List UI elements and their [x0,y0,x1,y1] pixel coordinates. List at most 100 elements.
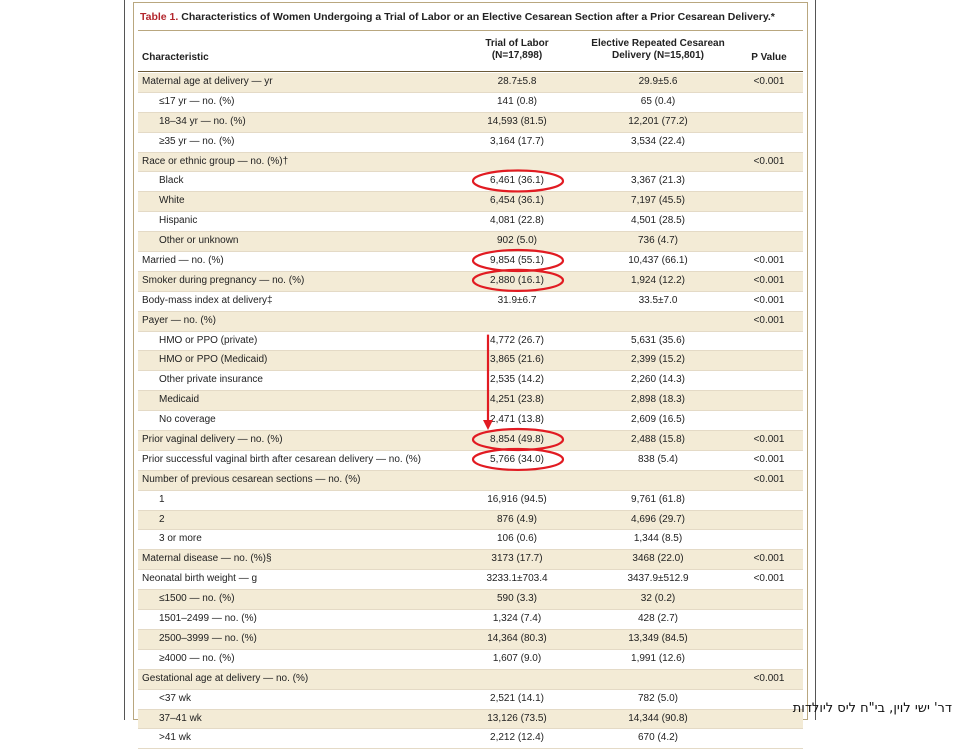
row-elective-cesarean: 428 (2.7) [637,613,679,625]
row-trial-of-labor: 8,854 (49.8) [490,434,544,446]
row-trial-of-labor: 1,607 (9.0) [492,652,542,664]
row-elective-cesarean: 1,344 (8.5) [633,533,683,545]
header-ercs-line1: Elective Repeated Cesarean [591,38,725,49]
row-trial-of-labor: 106 (0.6) [496,533,538,545]
row-label: 1501–2499 — no. (%) [159,613,257,625]
row-label: No coverage [159,414,216,426]
table-row: No coverage 2,471 (13.8) 2,609 (16.5) [138,411,803,432]
row-label: Number of previous cesarean sections — n… [142,473,361,485]
row-trial-of-labor: 28.7±5.8 [497,76,537,87]
table-caption: Characteristics of Women Undergoing a Tr… [181,11,775,23]
row-label: Gestational age at delivery — no. (%) [142,672,309,684]
row-label: Payer — no. (%) [142,314,216,326]
row-elective-cesarean: 1,924 (12.2) [631,274,685,286]
row-elective-cesarean: 3468 (22.0) [632,553,684,565]
table-body: Maternal age at delivery — yr 28.7±5.8 29.… [138,73,803,749]
row-elective-cesarean: 2,488 (15.8) [631,434,685,446]
table-row: Other or unknown 902 (5.0) 736 (4.7) [138,232,803,253]
row-trial-of-labor: 1,324 (7.4) [492,613,542,625]
table-row: ≥35 yr — no. (%) 3,164 (17.7) 3,534 (22.4) [138,133,803,153]
table-row: ≤17 yr — no. (%) 141 (0.8) 65 (0.4) [138,93,803,113]
row-elective-cesarean: 32 (0.2) [640,593,676,605]
row-trial-of-labor: 3,164 (17.7) [490,135,544,147]
row-p-value: <0.001 [753,553,785,565]
row-elective-cesarean: 12,201 (77.2) [628,115,688,127]
row-label: 1 [159,493,165,505]
row-elective-cesarean: 670 (4.2) [637,732,679,744]
row-trial-of-labor: 590 (3.3) [496,593,538,605]
row-label: Body-mass index at delivery‡ [142,294,273,306]
header-ercs-line2: Delivery (N=15,801) [611,50,704,61]
table-row: Body-mass index at delivery‡ 31.9±6.7 33.5… [138,292,803,312]
table-row: Medicaid 4,251 (23.8) 2,898 (18.3) [138,391,803,412]
row-label: Black [159,175,184,187]
row-trial-of-labor: 902 (5.0) [496,235,538,247]
row-label: ≥35 yr — no. (%) [159,135,235,147]
table-row: White 6,454 (36.1) 7,197 (45.5) [138,192,803,213]
row-trial-of-labor: 3233.1±703.4 [486,573,548,585]
row-elective-cesarean: 65 (0.4) [640,95,676,107]
table-row: ≥4000 — no. (%) 1,607 (9.0) 1,991 (12.6) [138,650,803,670]
row-p-value: <0.001 [753,294,785,306]
row-elective-cesarean: 736 (4.7) [637,235,679,247]
table-row: >41 wk 2,212 (12.4) 670 (4.2) [138,729,803,749]
row-elective-cesarean: 3,367 (21.3) [631,175,685,187]
table-label: Table 1. [140,11,179,23]
table-row: Other private insurance 2,535 (14.2) 2,260… [138,371,803,392]
row-label: Neonatal birth weight — g [142,573,258,585]
row-label: Other or unknown [159,235,239,247]
row-elective-cesarean: 838 (5.4) [637,453,679,465]
row-label: Married — no. (%) [142,255,224,267]
footer-credit: דר' ישי לוין, בי"ח ליס ליולדות [792,701,952,716]
table-row: 37–41 wk 13,126 (73.5) 14,344 (90.8) [138,709,803,730]
row-elective-cesarean: 10,437 (66.1) [628,255,688,267]
row-trial-of-labor: 13,126 (73.5) [487,712,547,724]
row-label: Maternal age at delivery — yr [142,76,273,87]
table-row: HMO or PPO (private) 4,772 (26.7) 5,631 (3… [138,332,803,352]
row-elective-cesarean: 29.9±5.6 [638,76,678,87]
row-label: Prior vaginal delivery — no. (%) [142,434,283,446]
row-trial-of-labor: 5,766 (34.0) [490,453,544,465]
row-label: 2500–3999 — no. (%) [159,632,257,644]
row-elective-cesarean: 13,349 (84.5) [628,632,688,644]
row-label: Race or ethnic group — no. (%)† [142,155,289,167]
table-row: <37 wk 2,521 (14.1) 782 (5.0) [138,690,803,710]
row-p-value: <0.001 [753,573,785,585]
table-frame: Table 1. Characteristics of Women Underg… [133,2,808,749]
row-trial-of-labor: 31.9±6.7 [497,294,537,306]
row-elective-cesarean: 5,631 (35.6) [631,334,685,346]
table-row: 2 876 (4.9) 4,696 (29.7) [138,510,803,531]
table-row: Number of previous cesarean sections — n… [138,470,803,491]
row-trial-of-labor: 141 (0.8) [496,95,538,107]
row-elective-cesarean: 1,991 (12.6) [631,652,685,664]
title-divider [138,30,803,31]
table-row: ≤1500 — no. (%) 590 (3.3) 32 (0.2) [138,590,803,611]
row-trial-of-labor: 4,251 (23.8) [490,394,544,406]
table-row: HMO or PPO (Medicaid) 3,865 (21.6) 2,399 (… [138,351,803,372]
row-elective-cesarean: 9,761 (61.8) [631,493,685,505]
row-label: Maternal disease — no. (%)§ [142,553,272,565]
header-elective-cesarean: Elective Repeated Cesarean Delivery (N=1… [583,38,733,62]
table-row: Maternal disease — no. (%)§ 3173 (17.7) 34… [138,550,803,571]
row-p-value: <0.001 [753,672,785,684]
row-label: HMO or PPO (Medicaid) [159,354,268,366]
table-row: Race or ethnic group — no. (%)† <0.001 [138,152,803,173]
table-row: Hispanic 4,081 (22.8) 4,501 (28.5) [138,212,803,233]
row-p-value: <0.001 [753,434,785,446]
row-trial-of-labor: 14,364 (80.3) [487,632,547,644]
table-row: Payer — no. (%) <0.001 [138,311,803,332]
row-p-value: <0.001 [753,314,785,326]
header-tol-line2: (N=17,898) [491,50,543,61]
row-trial-of-labor: 3,865 (21.6) [490,354,544,366]
row-label: Hispanic [159,215,198,227]
row-p-value: <0.001 [753,274,785,286]
row-label: ≤17 yr — no. (%) [159,95,235,107]
row-elective-cesarean: 2,898 (18.3) [631,394,685,406]
row-trial-of-labor: 2,471 (13.8) [490,414,544,426]
row-label: 2 [159,513,165,525]
row-elective-cesarean: 14,344 (90.8) [628,712,688,724]
row-trial-of-labor: 16,916 (94.5) [487,493,547,505]
table-row: 1501–2499 — no. (%) 1,324 (7.4) 428 (2.7) [138,610,803,630]
row-elective-cesarean: 4,696 (29.7) [631,513,685,525]
row-trial-of-labor: 2,880 (16.1) [490,274,544,286]
